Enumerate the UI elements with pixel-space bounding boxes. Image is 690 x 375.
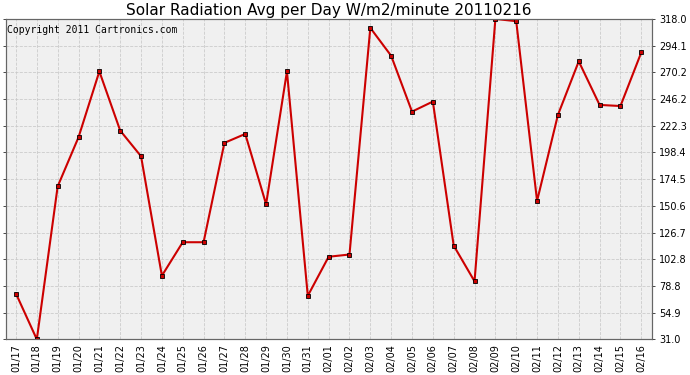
Text: Copyright 2011 Cartronics.com: Copyright 2011 Cartronics.com	[7, 26, 177, 35]
Title: Solar Radiation Avg per Day W/m2/minute 20110216: Solar Radiation Avg per Day W/m2/minute …	[126, 3, 531, 18]
